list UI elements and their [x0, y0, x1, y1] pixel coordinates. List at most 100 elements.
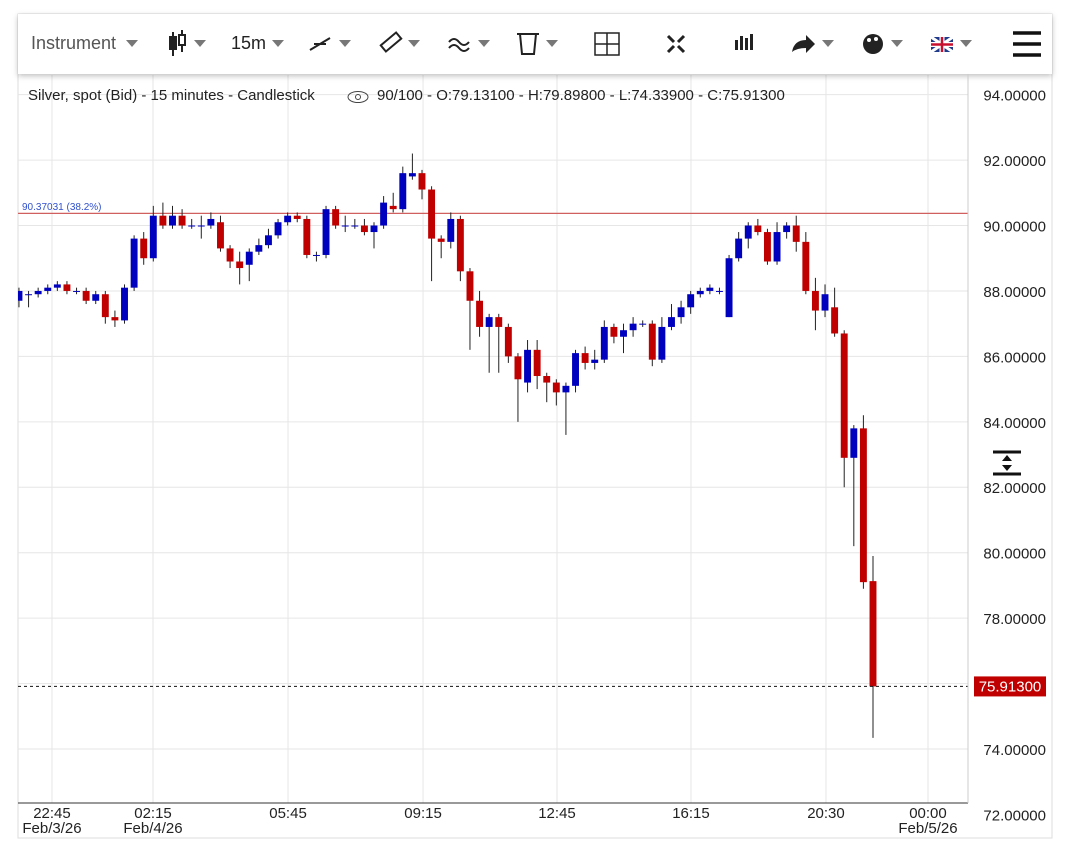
- dropdown-arrow[interactable]: [478, 40, 490, 47]
- candle-body: [217, 222, 224, 249]
- dropdown-arrow[interactable]: [408, 40, 420, 47]
- y-tick-label: 72.00000: [983, 807, 1046, 824]
- candle-body: [581, 353, 589, 363]
- candle-body: [572, 353, 579, 386]
- candle-body: [197, 225, 205, 227]
- candle-body: [600, 326, 608, 360]
- x-date-label: Feb/3/26: [22, 820, 81, 837]
- candle-body: [543, 376, 551, 383]
- candle-body: [92, 294, 100, 301]
- measure-tool[interactable]: [379, 31, 403, 53]
- candle-body: [850, 428, 858, 458]
- candle-body: [514, 356, 522, 380]
- crosshair-tool[interactable]: [594, 32, 620, 56]
- candle-body: [428, 189, 436, 239]
- theme-dot: [867, 38, 871, 42]
- dropdown-arrow[interactable]: [960, 40, 972, 47]
- language-button[interactable]: [930, 35, 954, 54]
- fullscreen-button[interactable]: [666, 34, 686, 54]
- candle-body: [763, 232, 771, 262]
- candle-body: [255, 245, 263, 252]
- candle-body: [629, 323, 637, 331]
- y-tick-label: 78.00000: [983, 611, 1046, 628]
- y-tick-label: 90.00000: [983, 218, 1046, 235]
- x-tick-label: 12:45: [538, 805, 576, 822]
- candle-body: [725, 258, 733, 318]
- candle-body: [245, 251, 253, 265]
- candle-body: [485, 317, 493, 327]
- interval-button[interactable]: 15m: [231, 33, 266, 53]
- candle-body: [25, 294, 33, 296]
- candle-body: [811, 290, 819, 311]
- candle-body: [207, 218, 215, 226]
- x-tick-label: 09:15: [404, 805, 442, 822]
- candle-body: [744, 225, 752, 239]
- plot-area: 72.0000074.0000076.0000078.0000080.00000…: [18, 75, 1046, 824]
- chart-card: [17, 13, 1053, 839]
- candle-body: [783, 225, 791, 233]
- candle-body: [303, 218, 311, 255]
- candle-body: [735, 238, 743, 259]
- candle-body: [754, 225, 762, 233]
- candle-body: [236, 261, 244, 269]
- y-tick-label: 82.00000: [983, 480, 1046, 497]
- candle-body: [341, 225, 349, 227]
- dropdown-arrow[interactable]: [339, 40, 351, 47]
- candle-body: [620, 330, 627, 337]
- candle-body: [111, 317, 119, 321]
- x-tick-label: 16:15: [672, 805, 710, 822]
- candle-body: [380, 202, 388, 226]
- y-tick-label: 88.00000: [983, 284, 1046, 301]
- delete-tool[interactable]: [517, 33, 539, 55]
- candle-body: [524, 349, 531, 383]
- dropdown-arrow[interactable]: [272, 40, 284, 47]
- candle-body: [821, 294, 829, 311]
- menu-button[interactable]: [1013, 31, 1041, 57]
- volume-button[interactable]: [735, 34, 753, 50]
- dropdown-arrow[interactable]: [546, 40, 558, 47]
- candle-body: [389, 205, 397, 210]
- candle-body: [552, 382, 560, 393]
- candle-body: [351, 225, 359, 227]
- candle-body: [284, 215, 292, 223]
- indicator-tool[interactable]: [448, 38, 470, 52]
- toolbar: Instrument 15m: [18, 14, 1052, 74]
- last-price-label: 75.91300: [979, 678, 1042, 695]
- candle-body: [63, 284, 71, 291]
- theme-button[interactable]: [863, 34, 883, 54]
- candle-body: [687, 294, 695, 308]
- candle-body: [658, 326, 666, 360]
- candle-body: [447, 218, 455, 242]
- dropdown-arrow[interactable]: [891, 40, 903, 47]
- x-date-label: Feb/5/26: [898, 820, 957, 837]
- line-tool[interactable]: [309, 37, 331, 51]
- dropdown-arrow[interactable]: [126, 40, 138, 47]
- candle-body: [504, 326, 512, 357]
- candle-body: [399, 173, 407, 210]
- x-tick-label: 02:15: [134, 805, 172, 822]
- x-date-label: Feb/4/26: [123, 820, 182, 837]
- candle-body: [226, 248, 234, 262]
- scale-button[interactable]: [993, 450, 1021, 476]
- last-price-tag: [974, 676, 1046, 697]
- share-button[interactable]: [792, 35, 815, 53]
- candle-body: [34, 290, 42, 295]
- x-tick-label: 00:00: [909, 805, 947, 822]
- candle-body: [408, 173, 416, 177]
- candle-body: [716, 290, 723, 292]
- dropdown-arrow[interactable]: [194, 40, 206, 47]
- instrument-button[interactable]: Instrument: [31, 33, 116, 53]
- candle-body: [840, 333, 848, 458]
- candle-body: [274, 222, 282, 236]
- chart-subtitle: 90/100 - O:79.13100 - H:79.89800 - L:74.…: [377, 87, 785, 104]
- dropdown-arrow[interactable]: [822, 40, 834, 47]
- candle-body: [610, 326, 618, 337]
- candle-body: [648, 323, 656, 360]
- candle-body: [188, 225, 196, 227]
- chart-type-button[interactable]: [169, 30, 186, 56]
- theme-dot: [874, 37, 878, 41]
- candle-body: [121, 287, 128, 321]
- candle-body: [293, 215, 301, 219]
- eye-icon: [347, 91, 369, 103]
